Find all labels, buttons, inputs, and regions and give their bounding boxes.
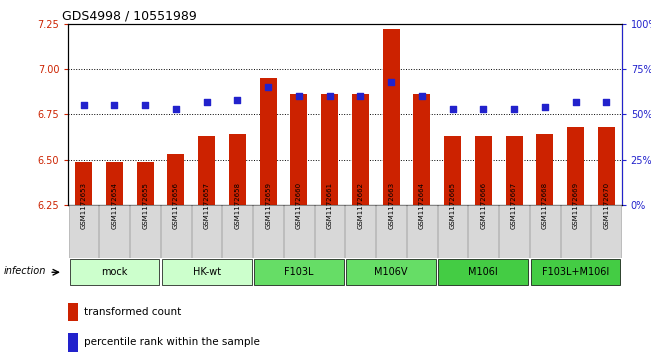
Bar [345,205,375,258]
Text: GSM1172664: GSM1172664 [419,182,425,229]
Bar [475,136,492,205]
Point [540,104,550,110]
Bar [137,162,154,205]
Point [601,99,611,105]
Bar [100,205,129,258]
Bar [254,259,344,285]
Text: GDS4998 / 10551989: GDS4998 / 10551989 [62,9,197,22]
Bar [506,136,523,205]
Text: GSM1172668: GSM1172668 [542,182,548,229]
Text: GSM1172653: GSM1172653 [81,182,87,229]
Bar [253,205,283,258]
Bar [561,205,590,258]
Point [386,79,396,85]
Text: GSM1172659: GSM1172659 [265,182,271,229]
Bar [314,205,344,258]
Text: GSM1172663: GSM1172663 [388,182,394,229]
Text: M106V: M106V [374,267,408,277]
Bar [598,127,615,205]
Text: transformed count: transformed count [84,307,182,317]
Point [140,102,150,108]
Bar [162,259,251,285]
Point [324,93,335,99]
Text: GSM1172654: GSM1172654 [111,182,117,229]
Text: GSM1172655: GSM1172655 [142,182,148,229]
Bar [191,205,221,258]
Point [478,106,488,112]
Bar [407,205,437,258]
Bar [167,154,184,205]
Bar [499,205,529,258]
Bar [413,94,430,205]
Point [263,84,273,90]
Point [294,93,304,99]
Text: GSM1172657: GSM1172657 [204,182,210,229]
Point [355,93,366,99]
Bar [468,205,498,258]
Bar [68,205,98,258]
Point [109,102,120,108]
Point [570,99,581,105]
Bar [536,134,553,205]
Bar [591,205,621,258]
Bar [68,333,77,351]
Bar [70,259,159,285]
Text: M106I: M106I [469,267,498,277]
Bar [130,205,160,258]
Bar [229,134,246,205]
Text: infection: infection [3,266,46,276]
Bar [106,162,123,205]
Point [232,97,243,103]
Text: GSM1172666: GSM1172666 [480,182,486,229]
Bar [376,205,406,258]
Point [447,106,458,112]
Bar [352,94,369,205]
Point [79,102,89,108]
Point [509,106,519,112]
Point [417,93,427,99]
Bar [530,205,560,258]
Text: GSM1172658: GSM1172658 [234,182,240,229]
Text: mock: mock [102,267,128,277]
Text: GSM1172667: GSM1172667 [511,182,517,229]
Bar [223,205,252,258]
Bar [290,94,307,205]
Bar [284,205,314,258]
Text: F103L+M106I: F103L+M106I [542,267,609,277]
Text: HK-wt: HK-wt [193,267,221,277]
Text: F103L: F103L [284,267,314,277]
Text: GSM1172660: GSM1172660 [296,182,302,229]
Point [171,106,181,112]
Text: GSM1172670: GSM1172670 [603,182,609,229]
Text: GSM1172669: GSM1172669 [573,182,579,229]
Bar [161,205,191,258]
Bar [346,259,436,285]
Bar [321,94,338,205]
Text: GSM1172665: GSM1172665 [450,182,456,229]
Text: GSM1172656: GSM1172656 [173,182,179,229]
Bar [437,205,467,258]
Bar [531,259,620,285]
Bar [260,78,277,205]
Text: percentile rank within the sample: percentile rank within the sample [84,337,260,347]
Bar [68,303,77,322]
Text: GSM1172661: GSM1172661 [327,182,333,229]
Point [201,99,212,105]
Text: GSM1172662: GSM1172662 [357,182,363,229]
Bar [439,259,528,285]
Bar [567,127,584,205]
Bar [444,136,461,205]
Bar [76,162,92,205]
Bar [199,136,215,205]
Bar [383,29,400,205]
